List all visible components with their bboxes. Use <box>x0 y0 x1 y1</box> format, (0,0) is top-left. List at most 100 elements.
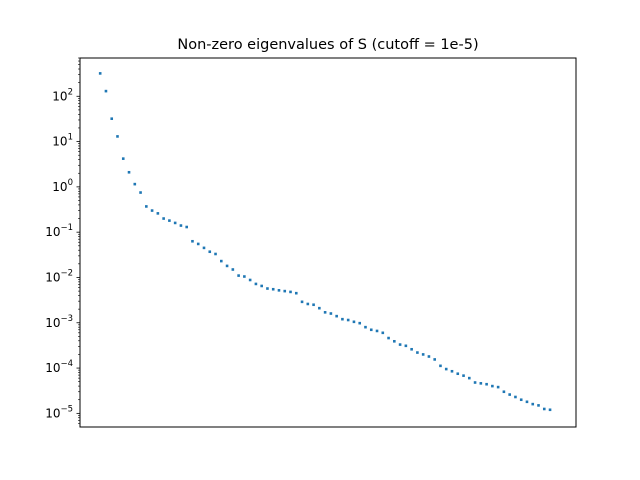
data-point <box>352 320 356 324</box>
y-tick-label: 102 <box>52 87 73 103</box>
data-point <box>398 343 402 346</box>
data-point <box>191 239 194 243</box>
data-point <box>387 336 390 340</box>
data-point <box>323 311 327 314</box>
data-point <box>444 367 448 371</box>
data-point <box>116 135 119 138</box>
data-point <box>519 398 523 402</box>
data-point <box>260 284 263 288</box>
data-point <box>248 278 252 282</box>
data-point <box>346 318 350 322</box>
data-point <box>127 170 131 174</box>
y-tick-label-exponent: −5 <box>60 404 73 414</box>
data-point <box>110 117 114 120</box>
plot-area-frame <box>79 57 577 428</box>
data-point <box>358 321 362 325</box>
data-point <box>456 372 460 376</box>
data-point <box>312 303 315 307</box>
y-tick-label: 10−4 <box>45 359 73 375</box>
y-tick-label-base: 10 <box>52 180 67 194</box>
data-point <box>548 408 552 412</box>
data-point <box>173 221 177 225</box>
data-point <box>525 400 529 404</box>
data-point <box>450 369 454 373</box>
data-point <box>393 339 396 343</box>
data-point <box>202 246 206 250</box>
data-point <box>162 217 165 220</box>
data-point <box>410 347 413 351</box>
data-point <box>531 402 535 406</box>
data-point <box>237 274 240 277</box>
data-point <box>514 395 517 399</box>
data-point <box>542 407 546 411</box>
data-point <box>375 329 379 333</box>
y-tick-label: 10−5 <box>45 404 73 420</box>
y-tick-label-base: 10 <box>45 225 60 239</box>
data-point <box>364 325 367 329</box>
data-point <box>421 353 425 356</box>
data-point <box>168 219 171 222</box>
data-point <box>318 306 321 310</box>
data-point <box>243 275 246 278</box>
data-point <box>404 344 408 348</box>
data-point <box>98 72 102 75</box>
y-tick-label-base: 10 <box>45 316 60 330</box>
y-tick-label: 100 <box>52 178 73 194</box>
data-point <box>300 300 304 304</box>
data-point <box>491 384 494 388</box>
data-point <box>439 364 442 368</box>
data-point <box>468 376 471 380</box>
y-tick-label: 101 <box>52 133 73 149</box>
y-tick-label-exponent: −4 <box>60 359 73 369</box>
data-point <box>225 264 229 268</box>
y-tick-label-exponent: 2 <box>68 87 73 97</box>
data-point <box>335 314 338 318</box>
y-tick-label: 10−1 <box>45 223 73 239</box>
data-point <box>150 209 154 212</box>
data-points <box>98 72 552 412</box>
data-point <box>306 302 310 306</box>
data-point <box>329 312 333 315</box>
data-point <box>133 182 137 186</box>
data-point <box>139 191 142 194</box>
data-point <box>502 390 506 394</box>
y-tick-label-exponent: −2 <box>60 268 73 278</box>
y-tick-label-exponent: −3 <box>60 314 73 324</box>
data-point <box>537 404 540 407</box>
data-point <box>496 385 500 389</box>
y-tick-label: 10−3 <box>45 314 73 330</box>
data-point <box>208 250 212 254</box>
data-point <box>433 358 436 361</box>
data-point <box>220 259 223 263</box>
data-point <box>156 212 160 215</box>
data-point <box>473 381 477 384</box>
data-point <box>266 287 269 290</box>
y-tick-label: 10−2 <box>45 268 73 284</box>
data-point <box>231 268 235 271</box>
y-tick-label-exponent: −1 <box>60 223 73 233</box>
data-point <box>145 205 148 208</box>
data-point <box>485 382 488 386</box>
data-point <box>341 317 344 321</box>
data-point <box>294 291 298 295</box>
data-point <box>104 89 108 93</box>
data-point <box>508 393 511 396</box>
data-point <box>271 287 275 291</box>
data-point <box>214 252 217 256</box>
data-point <box>479 382 483 385</box>
y-tick-label-base: 10 <box>45 406 60 420</box>
data-point <box>369 328 373 332</box>
data-point <box>381 331 385 335</box>
y-tick-label-base: 10 <box>52 89 67 103</box>
y-tick-label-base: 10 <box>52 135 67 149</box>
y-tick-label-exponent: 1 <box>68 133 73 143</box>
data-point <box>185 225 188 229</box>
data-point <box>254 282 258 286</box>
chart-title: Non-zero eigenvalues of S (cutoff = 1e-5… <box>177 37 478 53</box>
data-point <box>179 224 183 227</box>
data-point <box>121 157 125 160</box>
